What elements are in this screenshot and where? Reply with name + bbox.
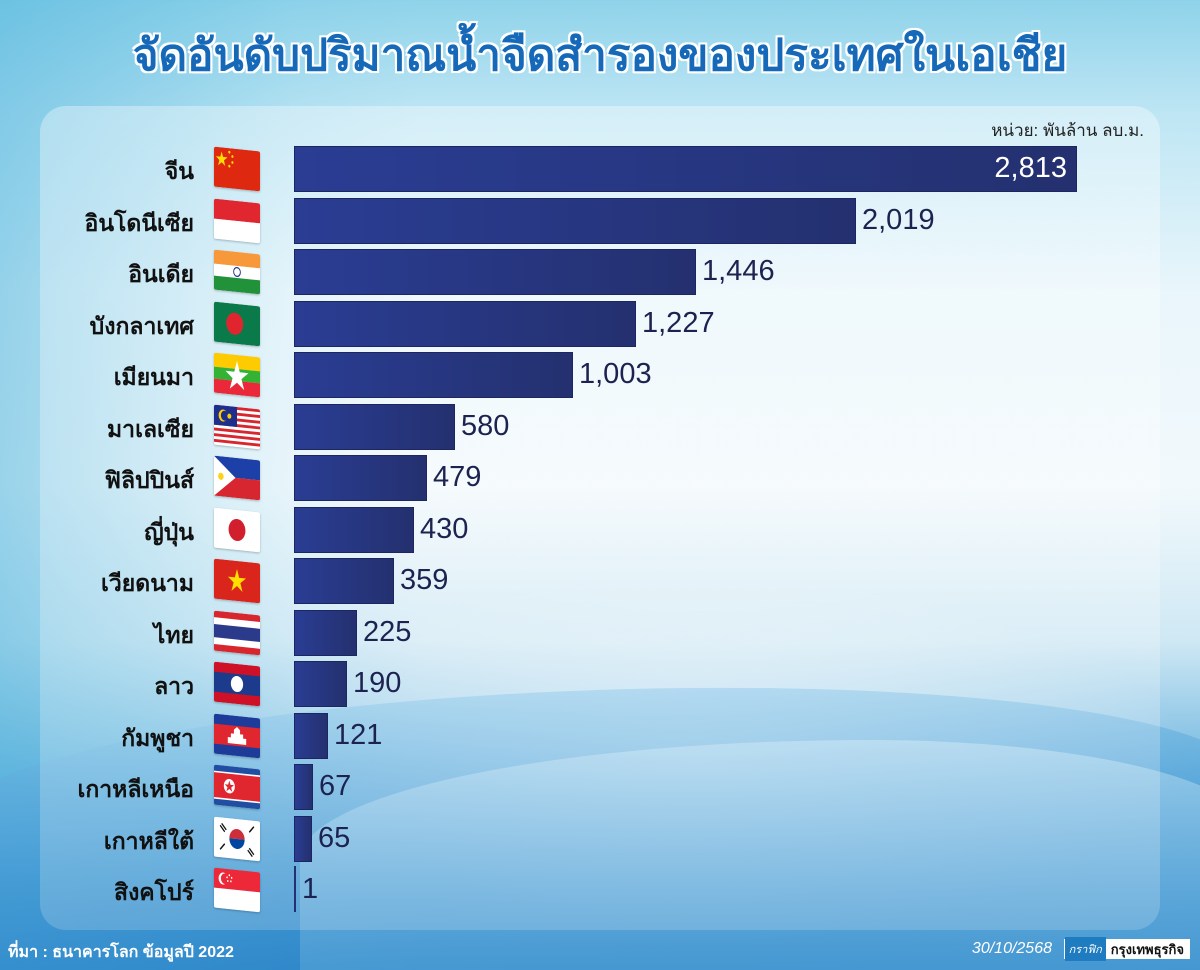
singapore-bar [294, 866, 296, 912]
bar-row: ลาว 190 [0, 661, 1200, 707]
country-label: จีน [164, 158, 194, 184]
bar-value-label: 121 [334, 718, 383, 751]
bar-value-label: 2,019 [862, 203, 935, 236]
country-label: อินโดนีเซีย [84, 209, 195, 236]
bar-value-label: 67 [319, 770, 352, 802]
data-bar [294, 146, 1077, 192]
singapore-flag-icon [214, 867, 260, 913]
bar-value-label: 580 [461, 409, 510, 442]
chart-title: จัดอันดับปริมาณน้ำจืดสำรองของประเทศในเอเ… [132, 31, 1068, 80]
brand-name: กรุงเทพธุรกิจ [1110, 941, 1184, 957]
bar-value-label: 1 [302, 873, 319, 905]
data-bar [294, 506, 414, 553]
vietnam-flag-icon [214, 558, 260, 604]
data-bar [294, 249, 696, 295]
bar-row: ญี่ปุ่น 430 [0, 506, 1200, 553]
data-bar [294, 352, 573, 398]
bar-value-label: 1,227 [642, 306, 715, 339]
bar-value-label: 190 [353, 667, 402, 699]
bar-row: บังกลาเทศ 1,227 [0, 300, 1200, 347]
bar-row: สิงคโปร์ 1 [0, 867, 1200, 913]
data-bar [294, 815, 312, 862]
cambodia-flag-icon [214, 713, 260, 758]
source-note: ที่มา : ธนาคารโลก ข้อมูลปี 2022 [8, 944, 234, 961]
philippines-flag-icon [214, 455, 260, 501]
country-label: เกาหลีเหนือ [77, 776, 194, 802]
country-label: เกาหลีใต้ [103, 827, 194, 854]
country-label: ฟิลิปปินส์ [104, 467, 194, 493]
data-bar [294, 712, 328, 759]
bar-value-label: 1,446 [702, 255, 775, 287]
bar-row: กัมพูชา 121 [0, 712, 1200, 759]
bar-value-label: 479 [433, 461, 482, 493]
data-bar [294, 661, 347, 707]
country-label: บังกลาเทศ [89, 312, 194, 339]
country-label: ญี่ปุ่น [144, 518, 194, 545]
bar-row: จีน 2,813 [0, 146, 1200, 192]
bar-value-label: 359 [400, 564, 449, 596]
bangladesh-flag-icon [214, 301, 260, 346]
thailand-flag-icon [214, 610, 260, 655]
country-label: อินเดีย [128, 261, 194, 287]
unit-label: หน่วย: พันล้าน ลบ.ม. [991, 121, 1144, 140]
bar-row: ไทย 225 [0, 609, 1200, 656]
bar-value-label: 2,813 [994, 152, 1067, 184]
data-bar [294, 455, 427, 501]
country-label: กัมพูชา [121, 724, 194, 751]
bar-row: เกาหลีใต้ 65 [0, 815, 1200, 862]
data-bar [294, 197, 856, 244]
indonesia-flag-icon [214, 198, 260, 243]
bar-row: มาเลเซีย 580 [0, 403, 1200, 450]
country-label: เมียนมา [113, 364, 194, 390]
bar-row: เกาหลีเหนือ 67 [0, 764, 1200, 810]
bar-value-label: 225 [363, 615, 412, 648]
publish-date: 30/10/2568 [971, 940, 1052, 957]
north-korea-flag-icon [214, 764, 260, 810]
data-bar [294, 403, 455, 450]
background-water-splash [300, 740, 1200, 970]
data-bar [294, 558, 394, 604]
brand-tag: กราฟิก [1064, 937, 1106, 961]
country-label: เวียดนาม [101, 570, 194, 596]
bar-value-label: 1,003 [579, 358, 652, 390]
japan-flag-icon [214, 507, 260, 552]
bar-value-label: 430 [420, 512, 469, 545]
bar-row: เมียนมา 1,003 [0, 352, 1200, 398]
bar-value-label: 65 [318, 821, 351, 854]
bar-row: เวียดนาม 359 [0, 558, 1200, 604]
data-bar [294, 764, 313, 810]
bar-row: อินโดนีเซีย 2,019 [0, 197, 1200, 244]
data-bar [294, 300, 636, 347]
china-flag-icon [214, 146, 260, 192]
bar-row: ฟิลิปปินส์ 479 [0, 455, 1200, 501]
country-label: ไทย [153, 621, 194, 648]
south-korea-flag-icon [214, 816, 260, 861]
data-bar [294, 609, 357, 656]
bar-row: อินเดีย 1,446 [0, 249, 1200, 295]
india-flag-icon [214, 249, 260, 295]
country-label: ลาว [154, 673, 194, 699]
myanmar-flag-icon [214, 352, 260, 398]
laos-flag-icon [214, 661, 260, 707]
country-label: มาเลเซีย [107, 415, 194, 442]
country-label: สิงคโปร์ [114, 879, 194, 905]
brand-logo: กราฟิก กรุงเทพธุรกิจ [1063, 937, 1190, 961]
malaysia-flag-icon [214, 404, 260, 449]
